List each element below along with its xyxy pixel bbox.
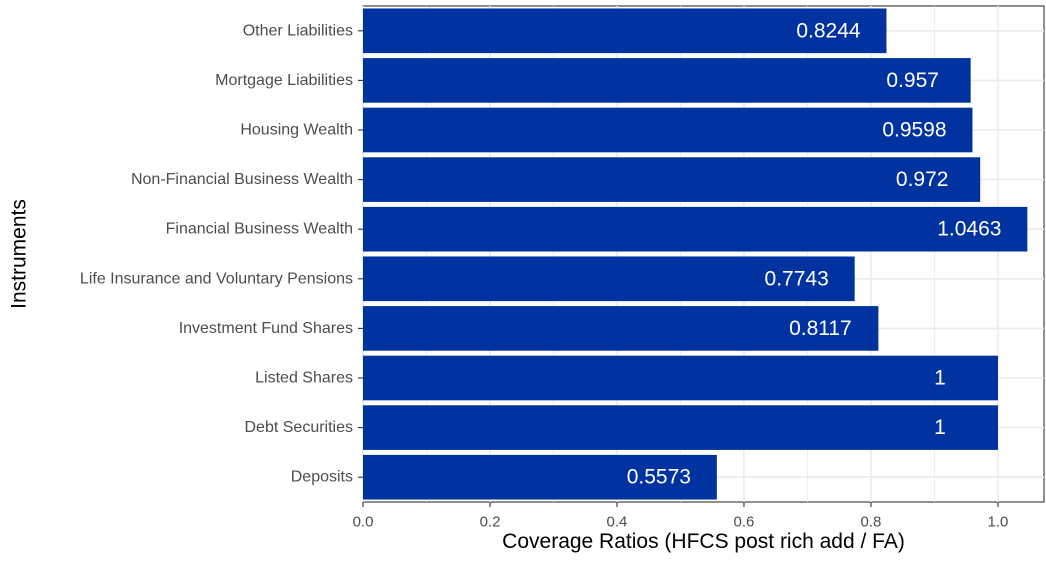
data-labels: 0.8244 0.957 0.9598 0.972 1.0463 0.7743 0.8117…	[627, 19, 1002, 488]
x-tick-label: 0.0	[353, 514, 374, 531]
category-label: Non-Financial Business Wealth	[131, 171, 353, 188]
bar-value-label: 0.8244	[796, 19, 861, 42]
bar	[363, 58, 971, 103]
x-tick-label: 0.8	[861, 514, 882, 531]
bar-value-label: 0.972	[896, 168, 949, 191]
category-label: Other Liabilities	[243, 22, 353, 39]
bar-value-label: 0.9598	[882, 119, 946, 142]
bar-value-label: 1.0463	[937, 218, 1001, 241]
bar	[363, 306, 879, 351]
bar-series	[363, 8, 1028, 500]
x-axis-title: Coverage Ratios (HFCS post rich add / FA…	[502, 530, 905, 553]
bar	[363, 355, 998, 401]
category-label: Deposits	[291, 469, 353, 486]
category-label: Listed Shares	[255, 370, 353, 387]
category-label: Mortgage Liabilities	[215, 72, 353, 89]
category-label: Housing Wealth	[240, 122, 353, 139]
y-axis: Other Liabilities Mortgage Liabilities Hou…	[80, 22, 363, 486]
category-label: Financial Business Wealth	[166, 221, 353, 238]
y-axis-title: Instruments	[8, 199, 31, 309]
bar	[363, 256, 855, 302]
x-tick-label: 0.4	[607, 514, 628, 531]
bar-value-label: 1	[934, 367, 946, 390]
x-axis: 0.0 0.2 0.4 0.6 0.8 1.0	[353, 502, 1009, 531]
bar-value-label: 0.7743	[765, 267, 829, 290]
category-label: Investment Fund Shares	[179, 320, 353, 337]
bar	[363, 107, 973, 153]
bar-value-label: 0.8117	[789, 317, 852, 340]
bar	[363, 157, 981, 202]
bar-value-label: 0.957	[886, 69, 939, 92]
category-label: Life Insurance and Voluntary Pensions	[80, 270, 353, 287]
bar	[363, 405, 998, 450]
x-tick-label: 1.0	[988, 514, 1009, 531]
bar	[363, 8, 887, 54]
x-tick-label: 0.6	[734, 514, 755, 531]
bar-value-label: 1	[934, 416, 946, 439]
category-label: Debt Securities	[245, 419, 354, 436]
bar-value-label: 0.5573	[627, 466, 691, 489]
x-tick-label: 0.2	[480, 514, 501, 531]
bar	[363, 454, 717, 500]
bar	[363, 206, 1028, 252]
